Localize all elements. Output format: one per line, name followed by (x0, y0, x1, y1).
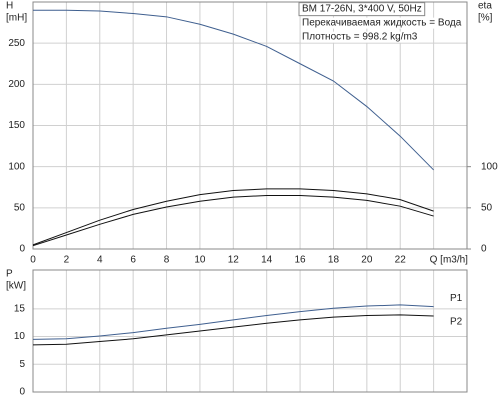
annotation-bg (301, 31, 419, 43)
series-line (33, 9, 434, 171)
x-tick-label: 16 (295, 255, 307, 266)
y-label: P (6, 269, 13, 280)
y2-tick-label: 50 (481, 202, 493, 213)
y2-label: eta (478, 1, 492, 12)
x-tick-label: 6 (130, 255, 136, 266)
y-tick-label: 0 (19, 244, 25, 255)
series-line (32, 194, 434, 247)
plot-frame (32, 269, 468, 393)
y-tick-label: 250 (8, 38, 25, 49)
x-tick-label: 10 (194, 255, 206, 266)
series-line (32, 314, 434, 346)
series-label: P2 (450, 317, 463, 328)
annotation: Перекачиваемая жидкость = Вода (302, 18, 462, 29)
x-tick-label: 0 (30, 255, 36, 266)
y2-unit: [%] (478, 13, 493, 24)
x-tick-label: 2 (64, 255, 70, 266)
x-tick-label: Q [m3/h] (430, 255, 469, 266)
y-tick-label: 200 (8, 79, 25, 90)
x-tick-label: 18 (328, 255, 340, 266)
y-tick-label: 100 (8, 161, 25, 172)
y-tick-label: 0 (19, 387, 25, 398)
y-tick-label: 15 (14, 303, 26, 314)
y-tick-label: 150 (8, 120, 25, 131)
y-unit: [mH] (6, 13, 27, 24)
y-tick-label: 50 (14, 202, 26, 213)
y2-tick-label: 0 (481, 244, 487, 255)
y-label: H (6, 1, 13, 12)
series-line (32, 188, 434, 246)
x-tick-label: 14 (261, 255, 273, 266)
annotation-box (298, 2, 426, 17)
y-tick-label: 10 (14, 331, 26, 342)
x-tick-label: 12 (228, 255, 240, 266)
x-tick-label: 4 (97, 255, 103, 266)
annotation: BM 17-26N, 3*400 V, 50Hz (302, 4, 422, 15)
x-tick-label: 8 (164, 255, 170, 266)
plot-frame (32, 1, 468, 250)
series-line (32, 304, 434, 340)
series-label: P1 (450, 293, 463, 304)
x-tick-label: 22 (395, 255, 407, 266)
x-tick-label: 20 (361, 255, 373, 266)
annotation: Плотность = 998.2 kg/m3 (302, 32, 418, 43)
y-tick-label: 5 (19, 359, 25, 370)
annotation-bg (301, 17, 463, 29)
y-unit: [kW] (6, 281, 26, 292)
y2-tick-label: 100 (481, 161, 498, 172)
